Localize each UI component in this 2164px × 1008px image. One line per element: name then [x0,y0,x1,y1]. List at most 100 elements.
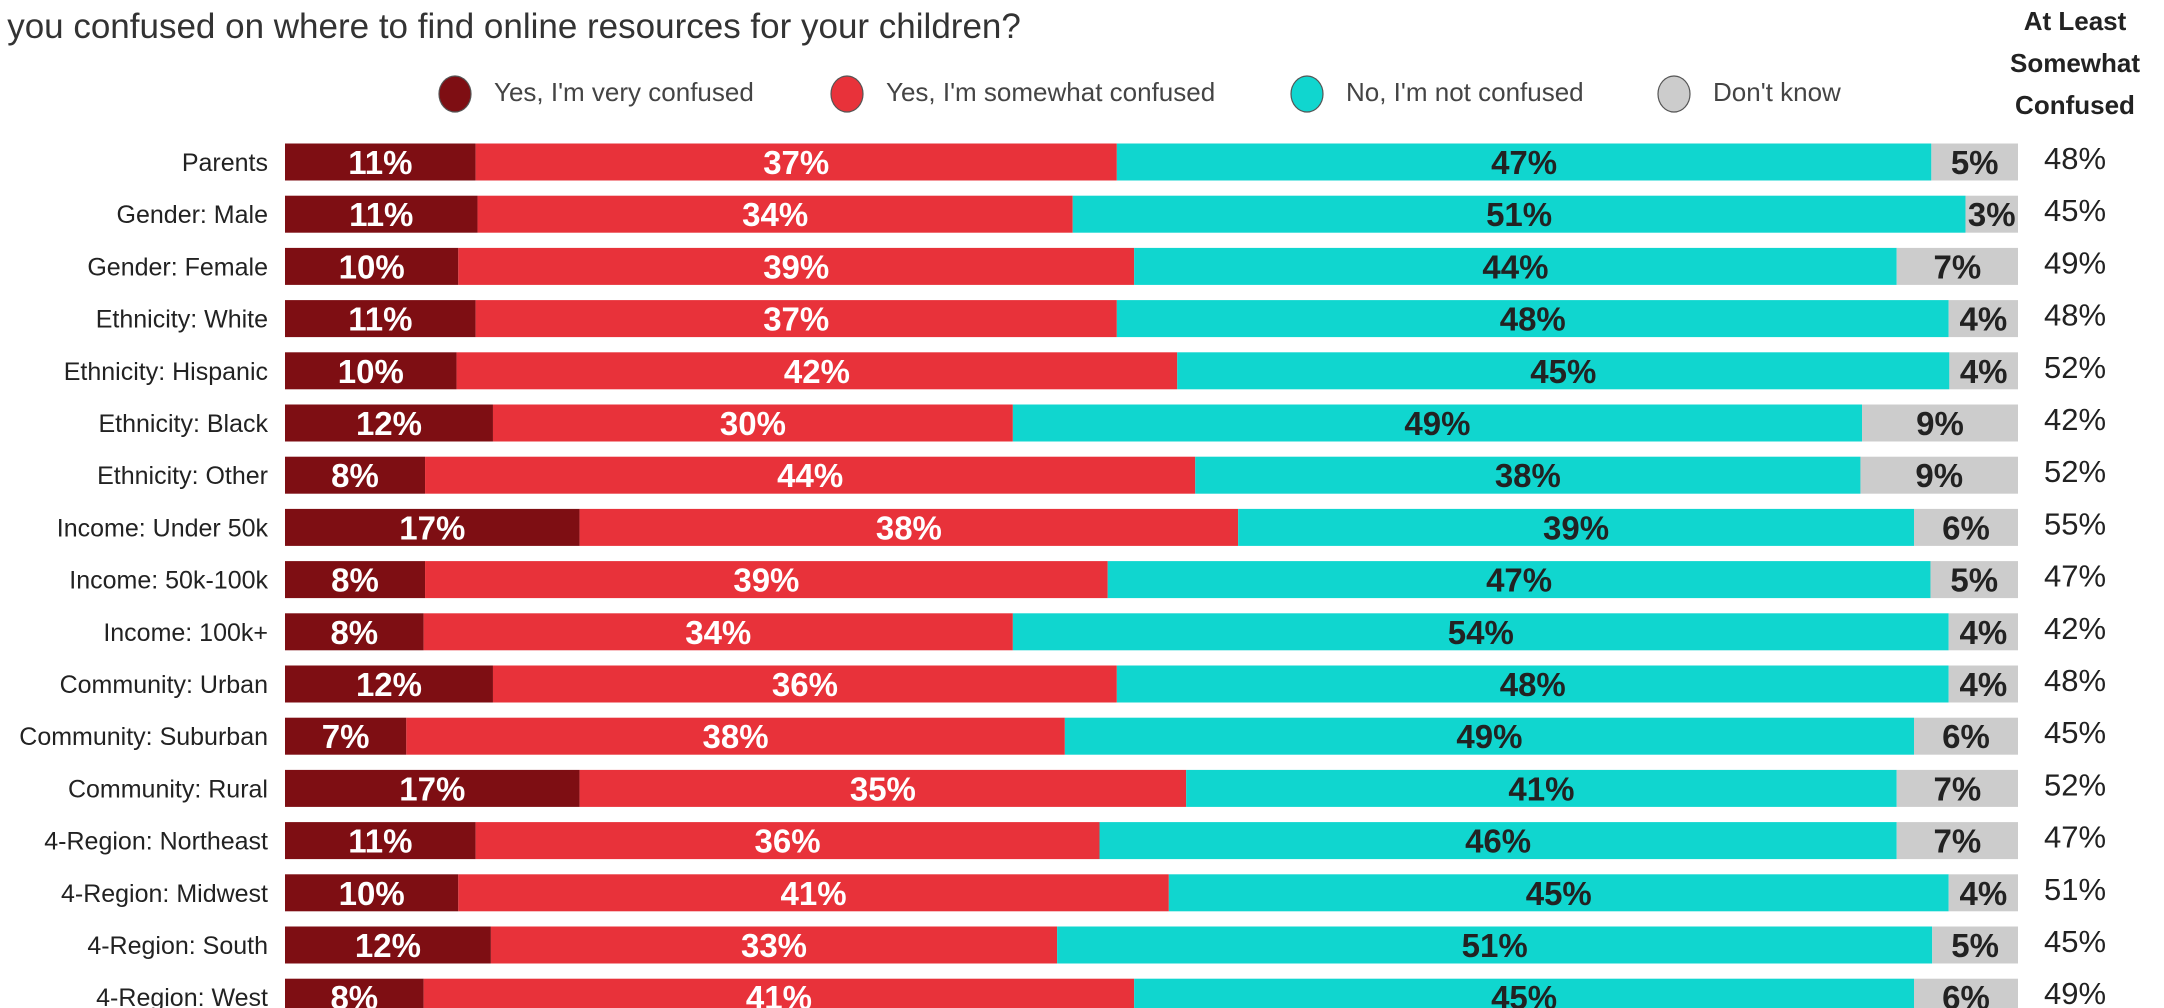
bar-data-label: 41% [746,979,812,1008]
bar-data-label: 37% [763,301,829,338]
bar-data-label: 5% [1951,144,1999,181]
bar-segment [423,613,1013,651]
bar-data-label: 45% [1530,353,1596,390]
summary-value: 48% [2044,663,2106,698]
bar-segment [425,561,1108,599]
bar-segment [285,456,426,494]
bar-data-label: 34% [742,196,808,233]
bar-data-label: 8% [330,979,378,1008]
bar-segment [1116,143,1932,181]
chart-title: e you confused on where to find online r… [0,7,1021,46]
legend-label-3: Don't know [1713,77,1841,107]
bar-segment [1931,143,2018,181]
bar-data-label: 47% [1491,144,1557,181]
bar-data-label: 12% [356,405,422,442]
bar-segment [579,508,1239,546]
bar-data-label: 51% [1462,927,1528,964]
bar-segment [1914,717,2018,755]
bar-data-label: 4% [1959,875,2007,912]
summary-values: 48% 45% 49% 48% 52% 42% 52% 55% 47% 42% 48% 45% 52% 4… [2044,141,2106,1008]
bar-data-label: 7% [1933,770,1981,807]
bar-data-label: 36% [755,823,821,860]
category-label: Parents [182,149,268,177]
summary-value: 45% [2044,715,2106,750]
bar-data-label: 11% [348,144,412,181]
bar-segment [458,874,1169,912]
bar-data-label: 3% [1968,196,2016,233]
bar-segment [285,822,476,860]
bar-data-label: 44% [1482,248,1548,285]
category-label: Income: 100k+ [103,619,268,647]
bar-segment [1107,561,1931,599]
summary-value: 49% [2044,245,2106,280]
bar-data-label: 7% [322,718,370,755]
bar-segment [1116,300,1949,338]
category-label: Community: Rural [68,775,268,803]
bar-segment [285,508,580,546]
bar-segment [285,769,580,807]
bar-data-label: 49% [1456,718,1522,755]
bar-segment [1134,247,1897,285]
bar-data-label: 38% [1495,457,1561,494]
bar-data-label: 6% [1942,509,1990,546]
bar-data-label: 39% [763,248,829,285]
bar-data-label: 38% [876,509,942,546]
summary-value: 47% [2044,820,2106,855]
bar-segment [579,769,1187,807]
summary-header-line-1: At Least [2024,6,2127,36]
bar-segment [285,352,457,390]
bar-segment [1860,456,2018,494]
bar-segment [1186,769,1897,807]
category-label: Gender: Female [87,253,268,281]
bar-segment [285,404,493,442]
bar-segment [1930,561,2018,599]
bar-data-label: 45% [1526,875,1592,912]
summary-value: 42% [2044,402,2106,437]
bar-segment [285,613,424,651]
summary-value: 47% [2044,559,2106,594]
bar-data-label: 10% [338,353,404,390]
category-label: Income: 50k-100k [69,567,268,595]
category-label: Gender: Male [117,201,268,229]
category-label: 4-Region: West [96,984,268,1008]
bar-data-label: 38% [703,718,769,755]
bar-data-label: 5% [1950,562,1998,599]
legend-swatch-1 [830,75,864,113]
bar-segment [492,404,1013,442]
bar-data-label: 41% [781,875,847,912]
bar-data-label: 49% [1404,405,1470,442]
legend: Yes, I'm very confused Yes, I'm somewhat … [438,75,1841,113]
bar-segment [475,143,1117,181]
legend-swatch-2 [1290,75,1324,113]
bar-data-label: 4% [1959,666,2007,703]
bar-data-label: 11% [349,196,413,233]
category-label: Income: Under 50k [57,514,269,542]
bar-segment [1195,456,1861,494]
bar-data-label: 48% [1500,666,1566,703]
bar-segment [285,195,478,233]
bar-data-label: 7% [1933,248,1981,285]
bar-data-label: 8% [331,457,379,494]
bar-segment [1896,247,2018,285]
summary-value: 52% [2044,767,2106,802]
bar-segment [1948,613,2018,651]
bar-segment [1914,508,2018,546]
bar-segment [490,926,1058,964]
summary-value: 51% [2044,872,2106,907]
summary-header-line-2: Somewhat [2010,48,2140,78]
bar-data-label: 39% [1543,509,1609,546]
bar-segment [1862,404,2018,442]
bar-segment [1177,352,1950,390]
bar-data-label: 35% [850,770,916,807]
bar-data-label: 41% [1508,770,1574,807]
bar-data-label: 4% [1959,301,2007,338]
bar-segment [1238,508,1915,546]
bar-data-label: 8% [330,614,378,651]
bar-segment [1168,874,1949,912]
bar-segment [285,978,424,1008]
bar-data-label: 4% [1959,614,2007,651]
summary-value: 48% [2044,298,2106,333]
bar-data-label: 42% [784,353,850,390]
bar-segment [1012,613,1949,651]
bar-data-label: 33% [741,927,807,964]
